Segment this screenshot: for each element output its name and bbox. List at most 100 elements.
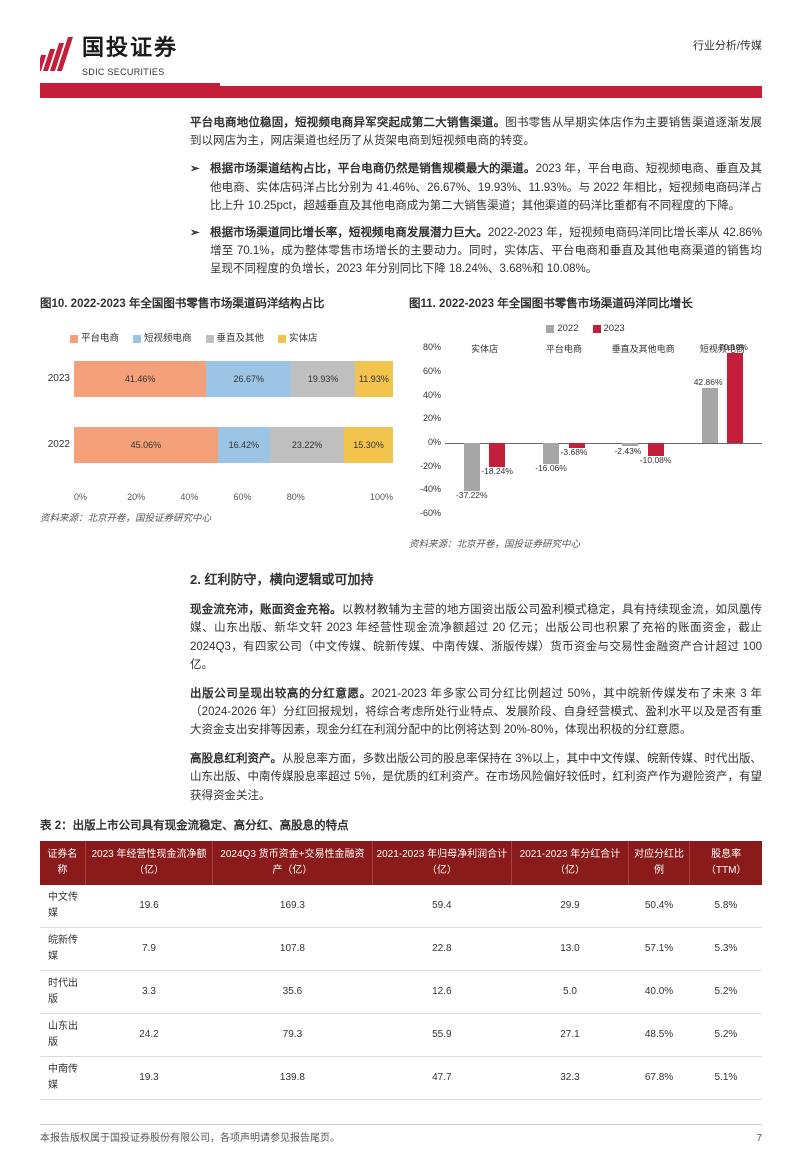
logo-en: SDIC SECURITIES — [82, 65, 178, 79]
legend-label: 实体店 — [289, 331, 318, 346]
grouped-bar: 70.10% — [727, 353, 743, 443]
xtick: 100% — [340, 490, 393, 504]
table-cell: 55.9 — [372, 1014, 512, 1057]
page-number: 7 — [756, 1131, 762, 1147]
category-label: 实体店 — [445, 342, 524, 356]
table-cell: 79.3 — [213, 1014, 372, 1057]
chart11-yaxis: 80%60%40%20%0%-20%-40%-60% — [409, 340, 441, 520]
table-cell: 中南传媒 — [40, 1057, 85, 1100]
table-header-cell: 2021-2023 年分红合计（亿） — [512, 841, 629, 885]
chart10-xaxis: 0% 20% 40% 60% 80% 100% — [40, 490, 393, 504]
bar-value-label: 70.10% — [719, 341, 748, 355]
legend-label: 短视频电商 — [144, 331, 192, 346]
xtick: 20% — [127, 490, 180, 504]
stacked-bar: 41.46%26.67%19.93%11.93% — [74, 361, 393, 397]
bullet-lead: 根据市场渠道结构占比，平台电商仍然是销售规模最大的渠道。 — [210, 163, 536, 175]
p-lead: 高股息红利资产。 — [190, 753, 282, 765]
grouped-bar: 42.86% — [702, 388, 718, 443]
table-header-cell: 2024Q3 货币资金+交易性金融资产（亿） — [213, 841, 372, 885]
table-cell: 22.8 — [372, 928, 512, 971]
table-cell: 169.3 — [213, 885, 372, 928]
table-cell: 48.5% — [628, 1014, 690, 1057]
bullet-arrow-icon: ➢ — [190, 160, 210, 215]
table-cell: 27.1 — [512, 1014, 629, 1057]
table-header-cell: 对应分红比例 — [628, 841, 690, 885]
doc-category: 行业分析/传媒 — [693, 30, 762, 56]
table-header-cell: 股息率（TTM） — [690, 841, 762, 885]
page-header: 国投证券 SDIC SECURITIES 行业分析/传媒 — [40, 30, 762, 80]
bar-segment: 45.06% — [74, 427, 218, 463]
logo-cn: 国投证券 — [82, 30, 178, 65]
table-cell: 时代出版 — [40, 971, 85, 1014]
table-cell: 107.8 — [213, 928, 372, 971]
table-cell: 5.2% — [690, 971, 762, 1014]
table-cell: 5.2% — [690, 1014, 762, 1057]
year-label: 2023 — [40, 371, 74, 387]
chart10-title: 图10. 2022-2023 年全国图书零售市场渠道码洋结构占比 — [40, 295, 393, 313]
table-cell: 139.8 — [213, 1057, 372, 1100]
p-lead: 现金流充沛，账面资金充裕。 — [190, 604, 342, 616]
stacked-bar-row: 202245.06%16.42%23.22%15.30% — [40, 424, 393, 466]
table-cell: 12.6 — [372, 971, 512, 1014]
header-divider — [40, 86, 762, 98]
table-cell: 5.0 — [512, 971, 629, 1014]
section2-p1: 现金流充沛，账面资金充裕。以教材教辅为主营的地方国资出版公司盈利模式稳定，具有持… — [190, 601, 762, 675]
bar-segment: 15.30% — [344, 427, 393, 463]
legend-swatch — [133, 335, 141, 343]
category-label: 平台电商 — [524, 342, 603, 356]
bullet-arrow-icon: ➢ — [190, 224, 210, 279]
ytick: -20% — [409, 459, 441, 473]
table-cell: 5.1% — [690, 1057, 762, 1100]
table-cell: 40.0% — [628, 971, 690, 1014]
bar-segment: 19.93% — [291, 361, 355, 397]
table-cell: 中文传媒 — [40, 885, 85, 928]
bullet-lead: 根据市场渠道同比增长率，短视频电商发展潜力巨大。 — [210, 227, 488, 239]
table-header-cell: 证券名称 — [40, 841, 85, 885]
table2: 证券名称2023 年经营性现金流净额（亿）2024Q3 货币资金+交易性金融资产… — [40, 841, 762, 1100]
bar-value-label: -10.08% — [640, 454, 672, 468]
table-cell: 35.6 — [213, 971, 372, 1014]
bar-segment: 11.93% — [355, 361, 393, 397]
legend-swatch — [546, 325, 554, 333]
p-lead: 出版公司呈现出较高的分红意愿。 — [190, 688, 372, 700]
chart11-legend: 2022 2023 — [409, 321, 762, 336]
ytick: -40% — [409, 482, 441, 496]
ytick: 80% — [409, 340, 441, 354]
ytick: 60% — [409, 364, 441, 378]
section2-heading: 2. 红利防守，横向逻辑或可加持 — [190, 570, 762, 591]
stacked-bar-row: 202341.46%26.67%19.93%11.93% — [40, 358, 393, 400]
table-cell: 7.9 — [85, 928, 213, 971]
table-row: 中南传媒19.3139.847.732.367.8%5.1% — [40, 1057, 762, 1100]
page-footer: 本报告版权属于国投证券股份有限公司，各项声明请参见报告尾页。 7 — [40, 1124, 762, 1147]
category-label: 垂直及其他电商 — [604, 342, 683, 356]
xtick: 80% — [287, 490, 340, 504]
xtick: 40% — [180, 490, 233, 504]
table-cell: 3.3 — [85, 971, 213, 1014]
table-row: 山东出版24.279.355.927.148.5%5.2% — [40, 1014, 762, 1057]
ytick: 20% — [409, 411, 441, 425]
stacked-bar: 45.06%16.42%23.22%15.30% — [74, 427, 393, 463]
chart10-legend: 平台电商 短视频电商 垂直及其他 实体店 — [40, 331, 393, 346]
ytick: 0% — [409, 435, 441, 449]
section2-p3: 高股息红利资产。从股息率方面，多数出版公司的股息率保持在 3%以上，其中中文传媒… — [190, 750, 762, 805]
table-body: 中文传媒19.6169.359.429.950.4%5.8%皖新传媒7.9107… — [40, 885, 762, 1100]
table-cell: 59.4 — [372, 885, 512, 928]
table-header-row: 证券名称2023 年经营性现金流净额（亿）2024Q3 货币资金+交易性金融资产… — [40, 841, 762, 885]
bar-value-label: -3.68% — [561, 446, 588, 460]
bar-segment: 26.67% — [206, 361, 291, 397]
grouped-bar: -18.24% — [489, 443, 505, 466]
table-row: 皖新传媒7.9107.822.813.057.1%5.3% — [40, 928, 762, 971]
grouped-bar: -3.68% — [569, 443, 585, 448]
section2-p2: 出版公司呈现出较高的分红意愿。2021-2023 年多家公司分红比例超过 50%… — [190, 685, 762, 740]
intro-para: 平台电商地位稳固，短视频电商异军突起成第二大销售渠道。图书零售从早期实体店作为主… — [190, 114, 762, 151]
table-cell: 5.3% — [690, 928, 762, 971]
table-cell: 19.3 — [85, 1057, 213, 1100]
table-cell: 50.4% — [628, 885, 690, 928]
legend-swatch — [70, 335, 78, 343]
table-cell: 29.9 — [512, 885, 629, 928]
logo: 国投证券 SDIC SECURITIES — [40, 30, 178, 80]
chart11-title: 图11. 2022-2023 年全国图书零售市场渠道码洋同比增长 — [409, 295, 762, 313]
year-label: 2022 — [40, 437, 74, 453]
table-cell: 13.0 — [512, 928, 629, 971]
bar-value-label: 42.86% — [694, 376, 723, 390]
